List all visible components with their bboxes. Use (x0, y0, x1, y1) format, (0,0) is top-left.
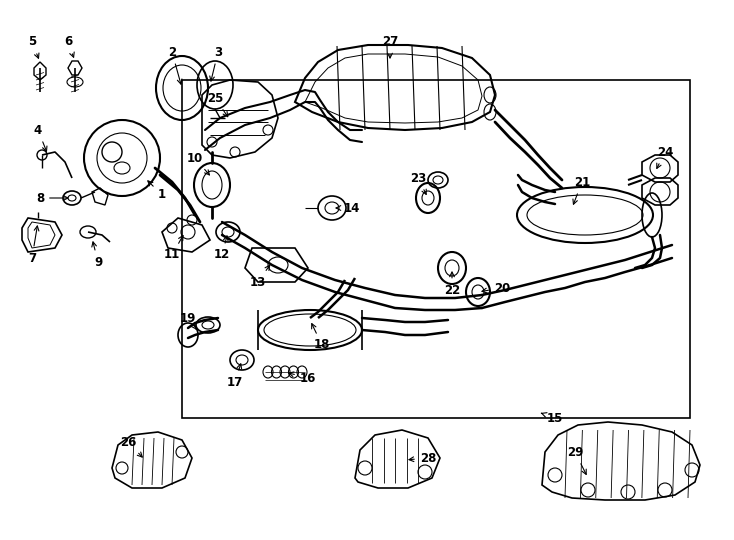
Text: 2: 2 (168, 45, 182, 84)
Text: 29: 29 (567, 446, 586, 475)
Text: 8: 8 (36, 192, 68, 205)
Text: 16: 16 (289, 372, 316, 384)
Text: 20: 20 (482, 281, 510, 294)
Text: 17: 17 (227, 364, 243, 388)
Text: 12: 12 (214, 236, 230, 261)
Text: 15: 15 (541, 411, 563, 424)
Text: 24: 24 (657, 145, 673, 168)
Text: 11: 11 (164, 235, 183, 261)
Text: 23: 23 (410, 172, 426, 194)
Text: 10: 10 (187, 152, 209, 175)
Text: 14: 14 (336, 201, 360, 214)
Text: 22: 22 (444, 272, 460, 296)
Text: 18: 18 (312, 323, 330, 352)
Text: 21: 21 (573, 176, 590, 204)
Text: 5: 5 (28, 36, 39, 58)
Text: 26: 26 (120, 435, 142, 457)
Text: 25: 25 (207, 91, 228, 117)
Text: 27: 27 (382, 36, 398, 58)
Text: 9: 9 (92, 242, 102, 268)
Text: 4: 4 (34, 124, 47, 151)
Text: 19: 19 (180, 312, 196, 329)
Text: 6: 6 (64, 36, 74, 57)
Text: 7: 7 (28, 226, 39, 265)
Text: 13: 13 (250, 265, 269, 288)
Text: 1: 1 (148, 181, 166, 201)
Text: 28: 28 (409, 451, 436, 464)
Text: 3: 3 (210, 45, 222, 81)
Bar (182, 80, 690, 418)
